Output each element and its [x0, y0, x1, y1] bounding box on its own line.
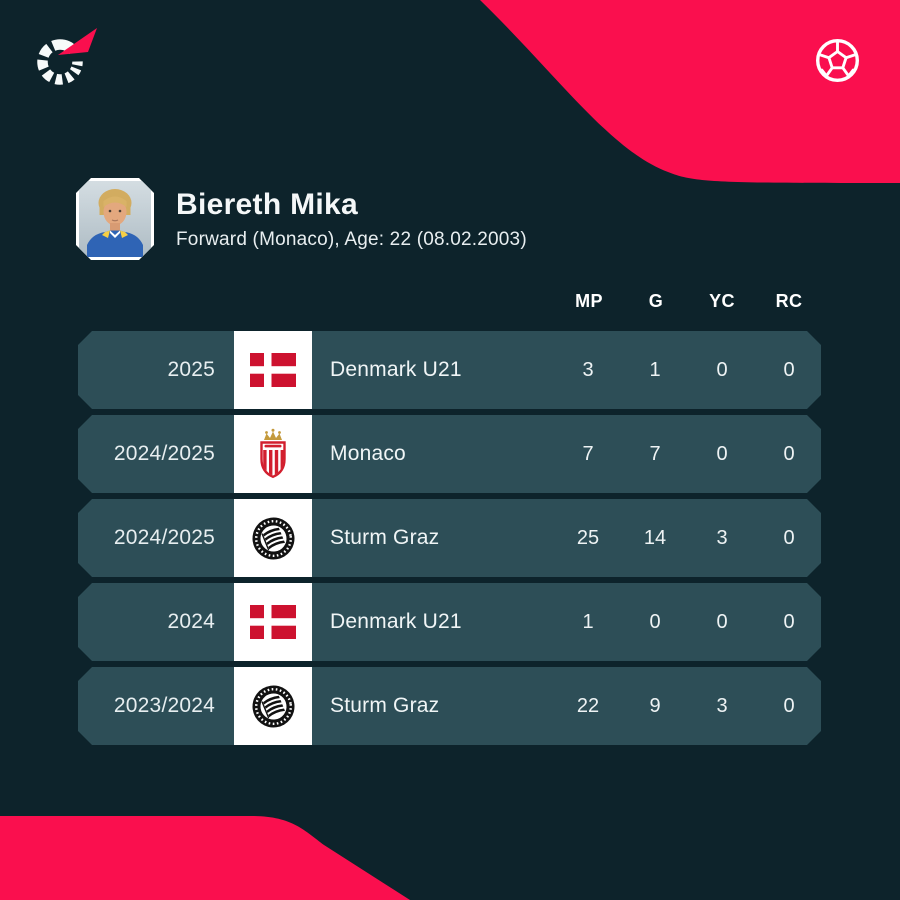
team-badge-cell [234, 331, 312, 409]
table-row: 2025 Denmark U21 3 1 0 0 [78, 331, 821, 409]
stat-rc: 0 [783, 359, 795, 381]
season-label: 2024/2025 [113, 526, 215, 549]
stat-rc: 0 [783, 695, 795, 717]
column-header-g: G [648, 291, 664, 311]
soccer-ball-icon [816, 39, 859, 82]
stat-mp: 22 [576, 695, 600, 717]
stat-rc: 0 [783, 527, 795, 549]
table-row: 2024/2025 [78, 415, 821, 493]
stat-g: 9 [649, 695, 661, 717]
column-header-yc: YC [709, 291, 735, 311]
stat-mp: 3 [582, 359, 594, 381]
table-row: 2023/2024 Sturm Graz 22 9 [78, 667, 821, 745]
stat-g: 14 [643, 527, 667, 549]
sturm-graz-crest-icon [251, 516, 296, 561]
team-badge-cell [234, 667, 312, 745]
season-label: 2024 [167, 610, 215, 633]
team-name: Denmark U21 [330, 358, 462, 381]
stat-mp: 25 [576, 527, 600, 549]
pink-corner-bottom-left [0, 816, 410, 900]
stat-yc: 0 [716, 443, 728, 465]
sturm-graz-crest-icon [251, 684, 296, 729]
team-name: Denmark U21 [330, 610, 462, 633]
flashscore-logo-icon [37, 28, 97, 85]
column-header-rc: RC [775, 291, 803, 311]
stat-yc: 3 [716, 695, 728, 717]
team-badge-cell [234, 415, 312, 493]
player-photo [79, 181, 151, 257]
stat-rc: 0 [783, 611, 795, 633]
team-name: Sturm Graz [330, 694, 440, 717]
season-label: 2025 [167, 358, 215, 381]
team-badge-cell [234, 583, 312, 661]
stat-rc: 0 [783, 443, 795, 465]
stat-mp: 7 [582, 443, 594, 465]
pink-corner-top-right [480, 0, 900, 183]
stat-yc: 0 [716, 611, 728, 633]
team-badge-cell [234, 499, 312, 577]
stat-yc: 3 [716, 527, 728, 549]
column-header-mp: MP [575, 291, 603, 311]
denmark-flag-icon [250, 605, 296, 639]
player-details: Forward (Monaco), Age: 22 (08.02.2003) [176, 229, 527, 250]
stat-mp: 1 [582, 611, 594, 633]
team-name: Sturm Graz [330, 526, 440, 549]
team-name: Monaco [330, 442, 406, 465]
player-avatar [76, 178, 154, 260]
stat-g: 7 [649, 443, 661, 465]
stat-yc: 0 [716, 359, 728, 381]
player-name: Biereth Mika [176, 188, 358, 221]
table-row: 2024 Denmark U21 1 0 0 0 [78, 583, 821, 661]
season-label: 2024/2025 [113, 442, 215, 465]
table-row: 2024/2025 Sturm Graz 25 14 [78, 499, 821, 577]
season-label: 2023/2024 [113, 694, 215, 717]
stat-g: 0 [649, 611, 661, 633]
monaco-crest-icon [253, 428, 293, 480]
denmark-flag-icon [250, 353, 296, 387]
stat-g: 1 [649, 359, 661, 381]
